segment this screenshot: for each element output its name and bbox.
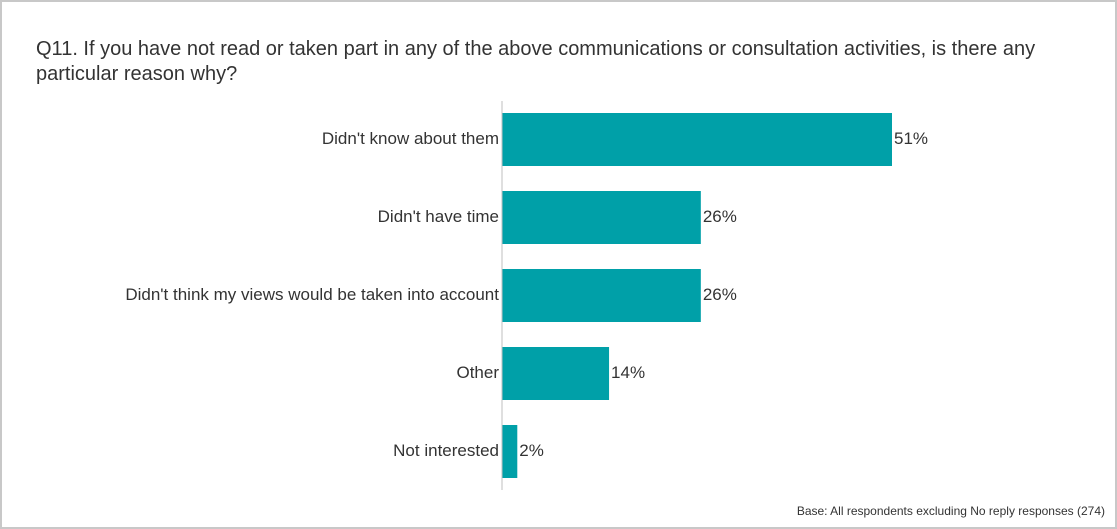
bar-didn-t-have-time: [502, 191, 701, 244]
bar-didn-t-think-my-views-would-be-taken-into-account: [502, 269, 701, 322]
category-label-didn-t-know-about-them: Didn't know about them: [322, 129, 499, 148]
category-label-other: Other: [456, 363, 499, 382]
value-label-other: 14%: [611, 363, 645, 382]
category-label-didn-t-think-my-views-would-be-taken-into-account: Didn't think my views would be taken int…: [125, 285, 499, 304]
bars-layer: Didn't know about them 51% Didn't have tim…: [125, 113, 928, 478]
value-label-not-interested: 2%: [519, 441, 544, 460]
chart-title: Q11. If you have not read or taken part …: [36, 38, 1036, 85]
bar-other: [502, 347, 610, 400]
category-label-not-interested: Not interested: [393, 441, 499, 460]
bar-didn-t-know-about-them: [502, 113, 892, 166]
value-label-didn-t-have-time: 26%: [703, 207, 737, 226]
base-note: Base: All respondents excluding No reply…: [796, 504, 1105, 518]
value-label-didn-t-know-about-them: 51%: [894, 129, 928, 148]
category-label-didn-t-have-time: Didn't have time: [378, 207, 499, 226]
value-label-didn-t-think-my-views-would-be-taken-into-account: 26%: [703, 285, 737, 304]
bar-not-interested: [502, 425, 518, 478]
